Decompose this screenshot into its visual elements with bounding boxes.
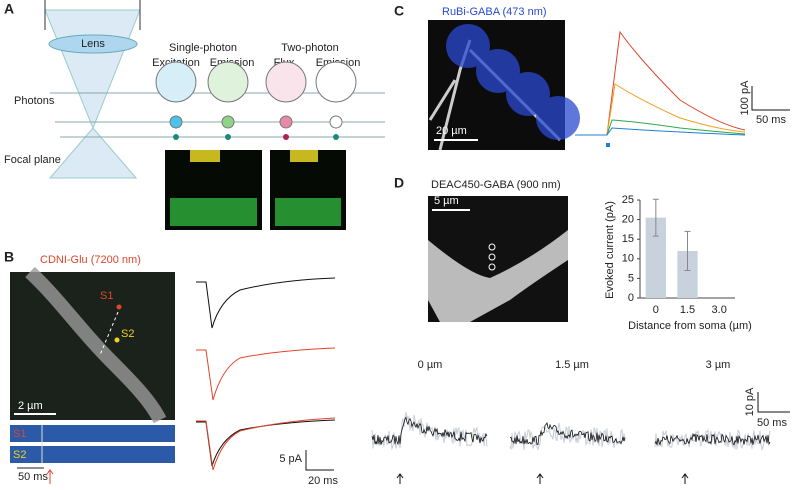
trace — [196, 419, 336, 467]
focal-plane-label: Focal plane — [4, 154, 61, 166]
scale-label: 2 µm — [18, 400, 43, 412]
trace — [196, 277, 336, 329]
heading: Two-photon — [281, 42, 338, 54]
trace — [371, 411, 488, 451]
photo — [275, 198, 341, 226]
arrow — [536, 473, 544, 484]
trace — [575, 30, 746, 136]
stimulus — [606, 143, 610, 147]
y-axis-label: Evoked current (pA) — [604, 201, 616, 299]
bar — [645, 217, 666, 298]
circles — [155, 61, 357, 140]
strip-label: S2 — [13, 449, 26, 461]
scale-label: 5 pA — [279, 453, 302, 465]
panel-label: C — [394, 3, 404, 19]
photons-label: Photons — [14, 95, 55, 107]
arrow — [396, 473, 404, 484]
x-axis-label: Distance from soma (µm) — [628, 320, 752, 332]
photo — [170, 198, 257, 226]
y-tick-label: 20 — [622, 214, 634, 226]
y-tick-label: 10 — [622, 253, 634, 265]
trace — [575, 83, 746, 136]
trace — [196, 417, 336, 471]
arrow — [681, 473, 689, 484]
panel-label: D — [394, 175, 404, 191]
y-tick-label: 25 — [622, 194, 634, 206]
scale-label: 50 ms — [18, 471, 48, 483]
scale-label: 20 µm — [436, 125, 467, 137]
bar — [677, 250, 698, 298]
trace-label: 1.5 µm — [555, 359, 589, 371]
cone — [44, 9, 141, 130]
linescan — [10, 446, 175, 463]
spots — [488, 243, 496, 271]
cone — [48, 127, 138, 179]
panel-label: A — [4, 1, 14, 17]
spot-label: S1 — [100, 290, 113, 302]
panel-title: RuBi-GABA (473 nm) — [442, 6, 547, 18]
trace — [371, 416, 488, 446]
scan-line — [99, 311, 119, 356]
scale-label: 5 µm — [434, 195, 459, 207]
linescan — [10, 425, 175, 442]
lens — [48, 34, 138, 54]
scale-label: 10 pA — [744, 387, 756, 416]
trace — [575, 119, 746, 136]
scale-label: 20 ms — [308, 475, 338, 487]
trace — [196, 347, 336, 401]
trace — [509, 421, 626, 445]
dendrite — [428, 230, 568, 322]
x-tick-label: 3.0 — [712, 304, 727, 316]
heading: Single-photon — [169, 42, 237, 54]
x-tick-label: 1.5 — [680, 304, 695, 316]
strip-label: S1 — [13, 428, 26, 440]
error-bar — [652, 198, 659, 237]
trace — [654, 432, 771, 446]
scale-bar — [751, 86, 790, 111]
scale-bar — [305, 450, 334, 471]
spot — [114, 337, 120, 343]
arrow — [46, 469, 54, 484]
error-bar — [684, 230, 691, 272]
y-tick-label: 0 — [628, 292, 634, 304]
lens-label: Lens — [81, 38, 105, 50]
scale-label: 50 ms — [756, 114, 786, 126]
x-tick-label: 0 — [653, 304, 659, 316]
spot — [116, 304, 122, 310]
trace-label: 3 µm — [706, 359, 731, 371]
panel-title: DEAC450-GABA (900 nm) — [431, 179, 561, 191]
photo — [290, 150, 318, 162]
y-tick-label: 5 — [628, 272, 634, 284]
spots — [446, 24, 580, 140]
y-tick-label: 15 — [622, 233, 634, 245]
scale-label: 50 ms — [757, 417, 787, 429]
trace-label: 0 µm — [418, 359, 443, 371]
trace — [509, 423, 626, 451]
scale-bar — [757, 392, 790, 413]
photo — [190, 150, 220, 162]
dendrite — [25, 266, 167, 424]
trace — [575, 127, 746, 136]
spot-label: S2 — [121, 328, 134, 340]
scale-label: 100 pA — [739, 80, 751, 116]
traces — [371, 411, 771, 484]
panel-title: CDNI-Glu (7200 nm) — [40, 254, 141, 266]
panel-label: B — [4, 249, 14, 265]
